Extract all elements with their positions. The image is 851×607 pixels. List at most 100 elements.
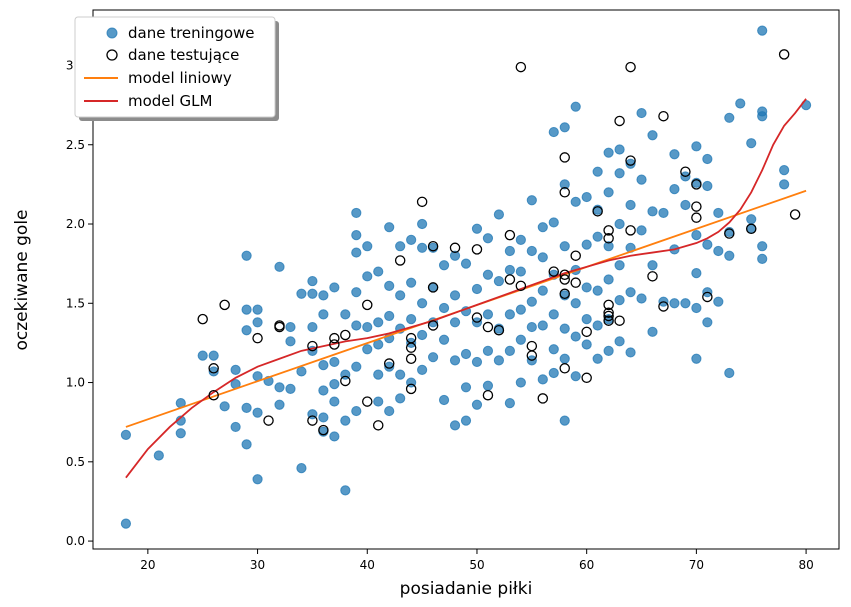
- train-point: [438, 302, 450, 314]
- train-point: [691, 230, 702, 241]
- test-point: [614, 315, 625, 326]
- train-point: [614, 144, 625, 155]
- test-point: [504, 274, 516, 285]
- legend-train-marker: [106, 27, 118, 39]
- train-point: [208, 366, 219, 377]
- legend-train-label: dane treningowe: [128, 24, 255, 42]
- test-point: [724, 228, 735, 239]
- train-point: [592, 166, 603, 177]
- train-point: [351, 247, 362, 258]
- legend-linear-label: model liniowy: [128, 69, 232, 87]
- train-point: [515, 234, 526, 245]
- train-point: [746, 214, 757, 225]
- test-point: [340, 375, 351, 387]
- test-point: [548, 266, 560, 277]
- train-point: [351, 405, 362, 417]
- test-point: [581, 326, 592, 338]
- train-point: [351, 230, 362, 241]
- train-point: [384, 405, 395, 417]
- test-point: [416, 196, 428, 208]
- train-point: [757, 106, 768, 117]
- train-point: [515, 266, 526, 277]
- train-point: [603, 187, 614, 198]
- test-point: [603, 315, 614, 326]
- test-point: [493, 324, 505, 336]
- train-point: [691, 353, 702, 364]
- train-point: [362, 241, 373, 252]
- test-point: [405, 332, 417, 344]
- train-point: [471, 356, 483, 368]
- train-point: [614, 218, 625, 230]
- test-point: [482, 389, 494, 401]
- train-point: [504, 345, 515, 356]
- train-point: [581, 339, 592, 350]
- train-point: [241, 250, 252, 261]
- train-point: [669, 184, 680, 195]
- y-tick-label: 1.0: [66, 376, 85, 390]
- train-point: [548, 344, 559, 355]
- train-point: [493, 275, 505, 287]
- train-point: [526, 296, 537, 307]
- train-point: [373, 396, 384, 407]
- test-point: [208, 389, 219, 401]
- train-point: [471, 399, 483, 410]
- train-point: [559, 122, 570, 133]
- train-point: [537, 285, 548, 296]
- x-tick-label: 60: [579, 558, 594, 572]
- train-point: [384, 361, 395, 372]
- test-point: [471, 244, 483, 255]
- x-tick-label: 30: [250, 558, 265, 572]
- train-point: [570, 101, 581, 112]
- train-point: [713, 296, 724, 307]
- train-point: [438, 334, 450, 345]
- train-point: [460, 258, 472, 269]
- x-tick-label: 50: [469, 558, 484, 572]
- train-point: [362, 344, 373, 355]
- test-point: [647, 271, 658, 282]
- train-point: [208, 350, 219, 361]
- train-point: [427, 352, 439, 363]
- train-point: [395, 241, 406, 252]
- train-point: [351, 207, 362, 219]
- train-point: [647, 260, 658, 271]
- test-point: [625, 225, 636, 236]
- x-tick-label: 80: [798, 558, 813, 572]
- train-point: [493, 209, 505, 220]
- train-point: [274, 261, 285, 272]
- train-point: [526, 195, 537, 206]
- train-point: [526, 245, 537, 257]
- train-point: [318, 360, 329, 371]
- test-point: [570, 277, 581, 288]
- train-point: [493, 355, 505, 366]
- train-point: [274, 399, 285, 410]
- test-point: [691, 179, 702, 190]
- train-point: [395, 369, 406, 380]
- test-point: [252, 332, 263, 344]
- train-point: [373, 317, 384, 328]
- test-point: [537, 393, 549, 404]
- train-point: [307, 288, 318, 299]
- train-point: [318, 309, 329, 320]
- train-point: [603, 241, 614, 252]
- train-point: [691, 268, 702, 279]
- legend-test-label: dane testujące: [128, 46, 239, 64]
- test-point: [658, 110, 669, 122]
- train-point: [636, 225, 647, 236]
- test-point: [559, 363, 570, 374]
- train-point: [548, 309, 559, 320]
- train-point: [417, 329, 428, 341]
- train-point: [241, 439, 252, 450]
- train-point: [669, 298, 680, 309]
- test-point: [702, 291, 713, 303]
- train-point: [417, 298, 428, 309]
- train-point: [395, 393, 406, 404]
- train-point: [482, 380, 494, 391]
- test-point: [789, 209, 801, 220]
- train-point: [724, 250, 735, 261]
- train-point: [340, 415, 351, 426]
- train-point: [515, 304, 526, 315]
- test-point: [307, 415, 318, 426]
- train-point: [274, 382, 285, 393]
- train-point: [318, 385, 329, 396]
- test-point: [614, 115, 625, 127]
